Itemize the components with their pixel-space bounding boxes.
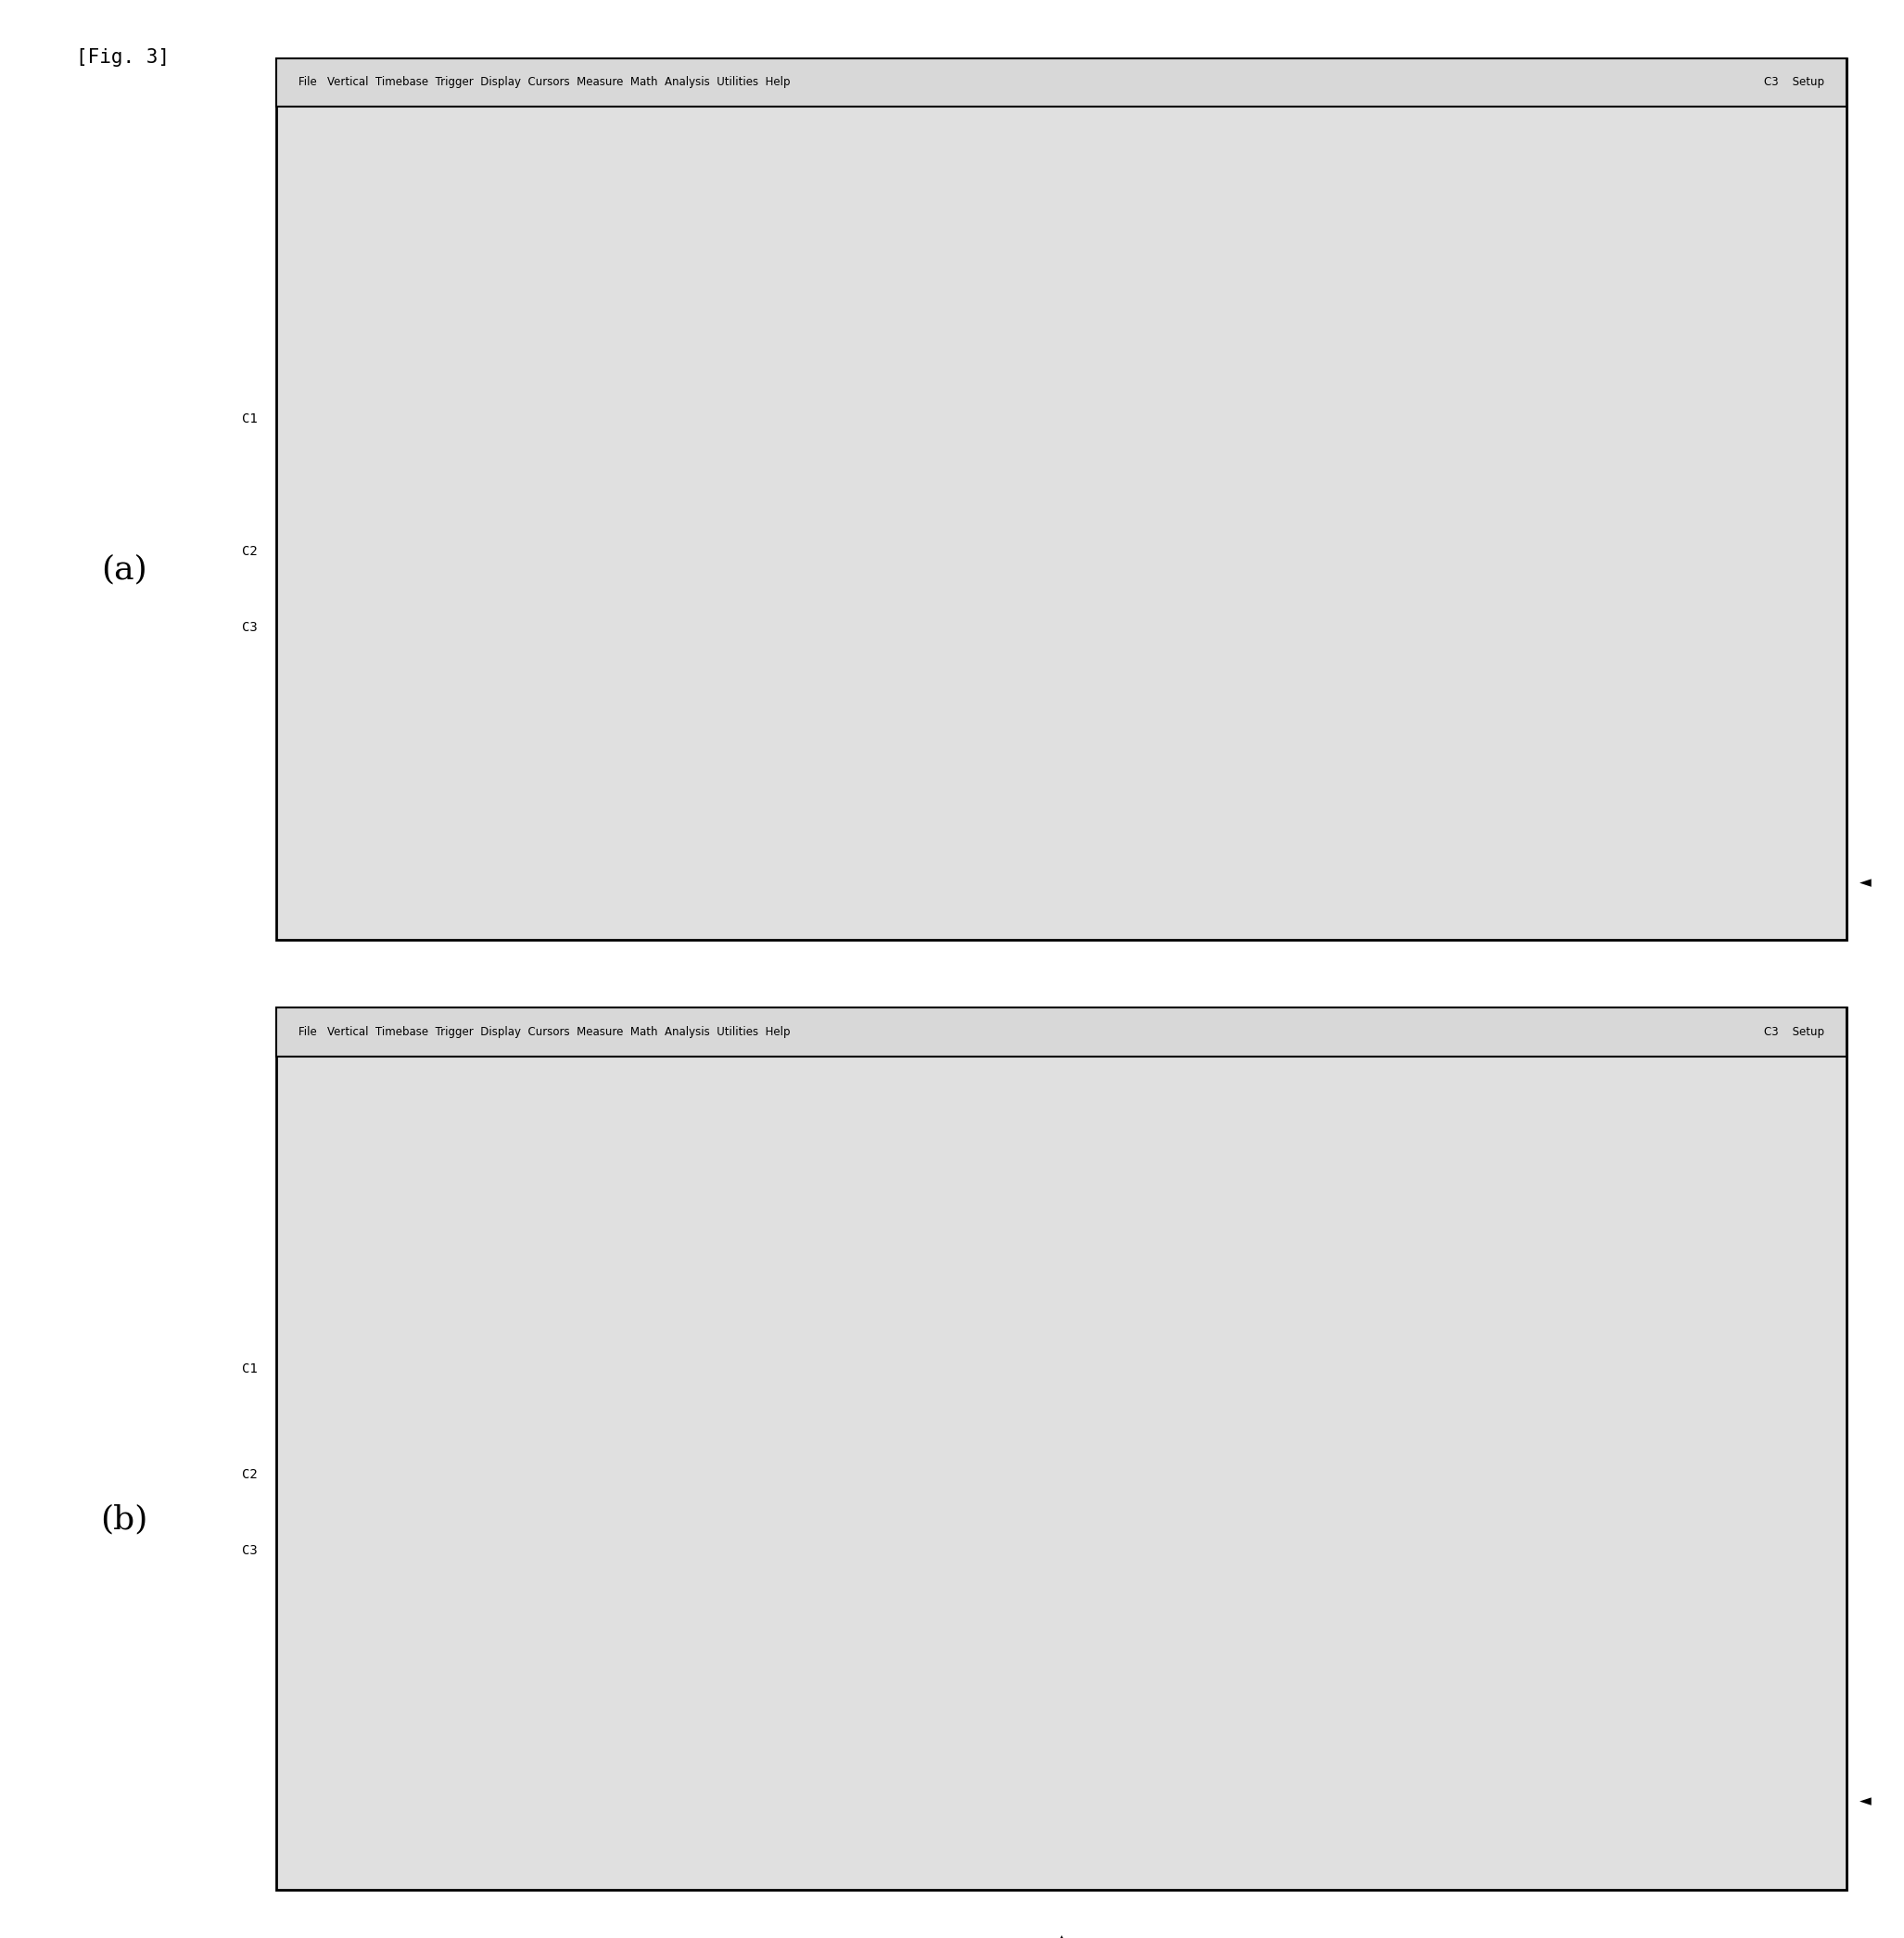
Text: S: S bbox=[1123, 238, 1142, 267]
Text: C3    Setup: C3 Setup bbox=[1763, 1025, 1824, 1039]
Text: C1: C1 bbox=[242, 1362, 257, 1376]
Text: File   Vertical  Timebase  Trigger  Display  Cursors  Measure  Math  Analysis  U: File Vertical Timebase Trigger Display C… bbox=[299, 76, 790, 89]
Text: ◄: ◄ bbox=[1860, 874, 1872, 891]
Text: C3: C3 bbox=[242, 620, 257, 634]
Text: P: P bbox=[958, 238, 977, 267]
Text: (b): (b) bbox=[99, 1504, 149, 1535]
Text: C3    Setup: C3 Setup bbox=[1763, 76, 1824, 89]
Text: C2: C2 bbox=[242, 1469, 257, 1481]
Text: (a): (a) bbox=[101, 554, 147, 585]
Text: S: S bbox=[998, 1169, 1015, 1194]
Text: D: D bbox=[1302, 1221, 1323, 1246]
Text: C1: C1 bbox=[242, 413, 257, 426]
Text: [Fig. 3]: [Fig. 3] bbox=[76, 48, 169, 68]
Text: EP: EP bbox=[605, 847, 638, 868]
Text: ◄: ◄ bbox=[1860, 1793, 1872, 1810]
Text: EA: EA bbox=[1234, 1816, 1266, 1837]
Text: C3: C3 bbox=[242, 1545, 257, 1558]
Text: C2: C2 bbox=[242, 545, 257, 558]
Text: ▲: ▲ bbox=[1055, 1934, 1068, 1938]
Text: File   Vertical  Timebase  Trigger  Display  Cursors  Measure  Math  Analysis  U: File Vertical Timebase Trigger Display C… bbox=[299, 1025, 790, 1039]
